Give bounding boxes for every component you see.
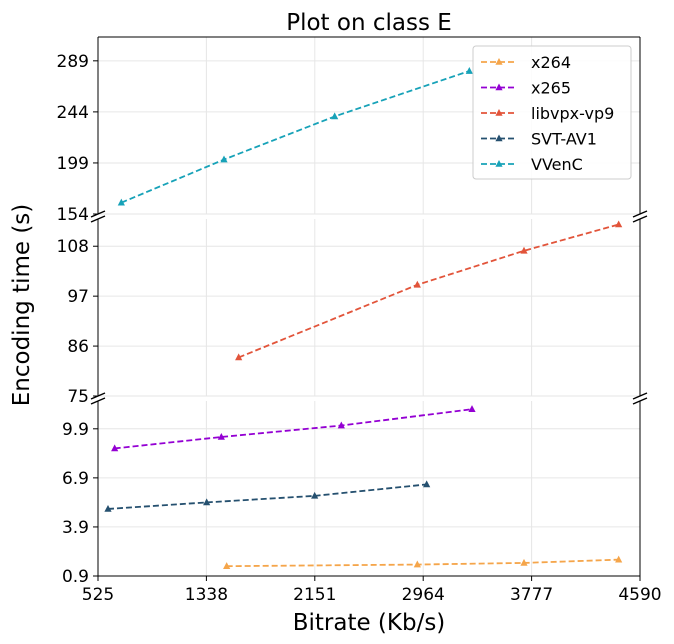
axis-break-mark	[90, 397, 106, 405]
series-line-VVenC	[120, 70, 470, 204]
data-point-VVenC	[465, 67, 473, 74]
data-point-x265	[217, 432, 225, 440]
data-point-x264	[413, 560, 421, 568]
data-point-SVT-AV1	[104, 504, 112, 512]
data-point-libvpx-vp9	[615, 220, 623, 228]
data-point-VVenC	[220, 155, 228, 163]
legend-marker-VVenC	[495, 160, 503, 167]
legend: x264 x265 libvpx-vp9 SVT-AV1 VVenC	[472, 45, 632, 180]
data-point-x265	[111, 444, 119, 452]
x-tick-label: 1338	[185, 585, 228, 605]
data-point-libvpx-vp9	[235, 353, 243, 361]
data-point-VVenC	[117, 198, 125, 206]
y-tick-label: 9.9	[62, 420, 89, 440]
legend-label-VVenC: VVenC	[531, 155, 583, 174]
y-axis-label: Encoding time (s)	[9, 204, 35, 407]
data-point-x264	[520, 558, 528, 566]
y-tick-label: 0.9	[62, 567, 89, 587]
data-point-x264	[223, 562, 231, 569]
legend-label-libvpx-vp9: libvpx-vp9	[531, 104, 614, 123]
axis-break-mark	[632, 215, 648, 223]
legend-label-x265: x265	[531, 79, 571, 98]
x-tick-label: 2151	[293, 585, 336, 605]
legend-label-x264: x264	[531, 53, 571, 72]
x-tick-label: 3777	[510, 585, 553, 605]
data-point-SVT-AV1	[423, 480, 431, 488]
plot-area: 154 199 244 289 75 86 97 108 0.9 3.9 6.9 9.9 525 1338…	[57, 36, 662, 605]
legend-marker-libvpx-vp9	[495, 109, 503, 116]
y-tick-label: 6.9	[62, 469, 89, 489]
y-tick-label: 154	[57, 205, 89, 225]
axis-break-mark	[632, 210, 648, 218]
series-line-libvpx-vp9	[238, 223, 619, 359]
data-point-x265	[337, 421, 345, 429]
data-point-SVT-AV1	[203, 498, 211, 506]
data-point-libvpx-vp9	[413, 280, 421, 288]
x-tick-label: 2964	[402, 585, 445, 605]
data-point-VVenC	[331, 112, 339, 120]
legend-marker-x265	[495, 83, 503, 91]
y-tick-label: 108	[57, 237, 89, 257]
y-tick-label: 199	[57, 154, 89, 174]
legend-label-SVT-AV1: SVT-AV1	[531, 130, 597, 149]
y-tick-label: 86	[67, 337, 89, 357]
series-line-SVT-AV1	[107, 483, 427, 510]
axis-break-mark	[90, 210, 106, 218]
y-tick-label: 75	[67, 387, 89, 407]
series-line-x264	[226, 558, 619, 568]
chart-title: Plot on class E	[286, 10, 452, 36]
data-point-libvpx-vp9	[520, 246, 528, 254]
axis-break-mark	[90, 215, 106, 223]
axis-break-mark	[632, 392, 648, 400]
axis-break-mark	[632, 397, 648, 405]
legend-box	[472, 45, 632, 180]
x-tick-label: 4590	[618, 585, 661, 605]
series-line-x265	[114, 408, 473, 450]
x-tick-label: 525	[82, 585, 114, 605]
y-tick-label: 244	[57, 103, 89, 123]
data-point-SVT-AV1	[311, 491, 319, 499]
x-axis-label: Bitrate (Kb/s)	[293, 610, 446, 636]
data-point-x264	[615, 555, 623, 563]
y-tick-label: 97	[67, 287, 89, 307]
legend-marker-x264	[495, 58, 503, 65]
y-tick-label: 289	[57, 52, 89, 72]
data-point-x265	[468, 405, 476, 412]
legend-marker-SVT-AV1	[495, 134, 503, 142]
axis-break-mark	[90, 392, 106, 400]
y-tick-label: 3.9	[62, 518, 89, 538]
